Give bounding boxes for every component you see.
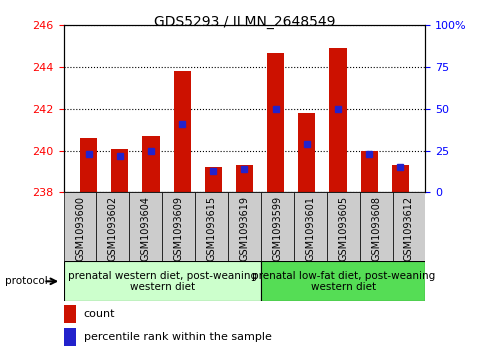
Bar: [360, 151, 377, 192]
Bar: [266, 53, 284, 192]
Bar: [392, 192, 425, 261]
Text: GSM1093601: GSM1093601: [305, 196, 315, 261]
Bar: [173, 72, 190, 192]
Bar: [204, 167, 222, 192]
Bar: [129, 192, 162, 261]
Bar: [63, 261, 261, 301]
Bar: [63, 305, 76, 323]
Text: percentile rank within the sample: percentile rank within the sample: [83, 332, 271, 342]
Bar: [293, 192, 326, 261]
Bar: [329, 48, 346, 192]
Text: prenatal low-fat diet, post-weaning
western diet: prenatal low-fat diet, post-weaning west…: [251, 270, 434, 292]
Text: GDS5293 / ILMN_2648549: GDS5293 / ILMN_2648549: [153, 15, 335, 29]
Text: GSM1093602: GSM1093602: [108, 196, 118, 261]
Bar: [298, 113, 315, 192]
Text: protocol: protocol: [5, 276, 47, 286]
Bar: [359, 192, 392, 261]
Bar: [195, 192, 227, 261]
Text: GSM1093612: GSM1093612: [403, 196, 413, 261]
Bar: [96, 192, 129, 261]
Bar: [63, 328, 76, 346]
Bar: [326, 192, 359, 261]
Text: GSM1093604: GSM1093604: [141, 196, 150, 261]
Bar: [227, 192, 261, 261]
Text: count: count: [83, 309, 115, 319]
Bar: [391, 165, 408, 192]
Text: GSM1093605: GSM1093605: [338, 196, 347, 261]
Bar: [162, 192, 195, 261]
Bar: [261, 261, 425, 301]
Bar: [111, 148, 128, 192]
Bar: [80, 138, 97, 192]
Bar: [63, 192, 96, 261]
Text: GSM1093619: GSM1093619: [239, 196, 249, 261]
Text: GSM1093608: GSM1093608: [370, 196, 380, 261]
Bar: [142, 136, 159, 192]
Text: GSM1093609: GSM1093609: [173, 196, 183, 261]
Text: GSM1093599: GSM1093599: [272, 196, 282, 261]
Text: GSM1093600: GSM1093600: [75, 196, 85, 261]
Bar: [235, 165, 253, 192]
Text: prenatal western diet, post-weaning
western diet: prenatal western diet, post-weaning west…: [67, 270, 256, 292]
Text: GSM1093615: GSM1093615: [206, 196, 216, 261]
Bar: [261, 192, 293, 261]
